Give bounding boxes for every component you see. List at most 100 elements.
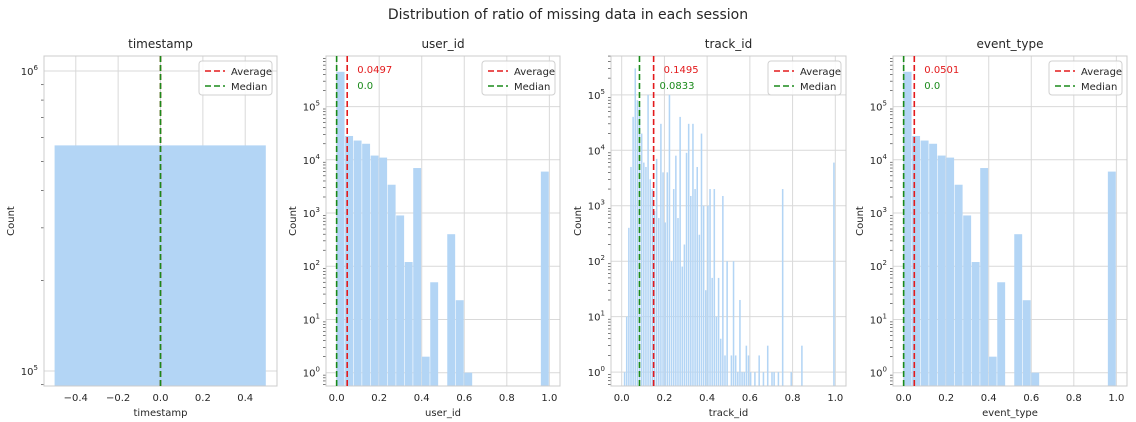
histogram-bar	[630, 166, 632, 386]
histogram-bar	[734, 355, 737, 386]
histogram-bar	[758, 355, 760, 386]
histogram-bar	[1031, 372, 1040, 386]
x-tick-label: 0.0	[896, 393, 912, 404]
histogram-bar	[660, 123, 662, 387]
histogram-bar	[681, 266, 684, 386]
histogram-bar	[692, 123, 694, 387]
y-tick-label: 105	[588, 88, 605, 102]
legend-average-label: Average	[514, 67, 555, 78]
histogram-bar	[649, 179, 651, 386]
y-axis-label: Count	[6, 206, 17, 236]
histogram-bar	[711, 277, 713, 386]
x-tick-label: 0.0	[153, 393, 169, 404]
histogram-bar	[677, 218, 679, 386]
legend-median-label: Median	[231, 82, 267, 93]
histogram-bar	[954, 184, 963, 386]
y-tick-label: 100	[870, 366, 887, 380]
histogram-bar	[724, 355, 726, 386]
subplot-title: track_id	[705, 37, 753, 51]
y-tick-label: 103	[588, 199, 605, 213]
histogram-bar	[754, 372, 756, 386]
x-tick-label: 0.8	[1066, 393, 1082, 404]
x-tick-label: −0.4	[64, 393, 88, 404]
histogram-bar	[771, 372, 773, 386]
median-value-label: 0.0833	[659, 81, 694, 92]
histogram-bar	[404, 262, 413, 386]
subplot-title: timestamp	[128, 37, 193, 51]
histogram-bar	[658, 218, 660, 386]
histogram-bar	[645, 166, 647, 386]
y-tick-label: 101	[588, 310, 605, 324]
x-tick-label: 0.4	[414, 393, 430, 404]
figure-title: Distribution of ratio of missing data in…	[388, 7, 748, 23]
x-tick-label: 0.4	[699, 393, 715, 404]
histogram-bar	[664, 222, 666, 386]
x-axis-label: track_id	[709, 408, 749, 419]
histogram-bar	[430, 282, 439, 386]
histogram-bar	[749, 372, 752, 386]
histogram-bar	[675, 155, 677, 386]
histogram-bar	[653, 211, 656, 386]
histogram-bar	[929, 143, 938, 386]
x-tick-label: 1.0	[1108, 393, 1124, 404]
histogram-bar	[464, 372, 473, 386]
histogram-bar	[643, 162, 645, 386]
histogram-bar	[651, 189, 654, 386]
histogram-bar	[1107, 171, 1116, 386]
x-tick-label: 0.8	[499, 393, 515, 404]
histogram-bar	[730, 355, 733, 386]
histogram-bar	[696, 166, 698, 386]
y-tick-label: 105	[303, 100, 320, 114]
average-value-label: 0.0497	[357, 65, 392, 76]
histogram-bar	[903, 71, 912, 386]
x-tick-label: 0.2	[371, 393, 387, 404]
histogram-bar	[732, 261, 735, 386]
x-tick-label: 1.0	[541, 393, 557, 404]
y-tick-label: 102	[870, 259, 887, 273]
histogram-bar	[623, 372, 626, 386]
histogram-bar	[737, 372, 739, 386]
histogram-bar	[353, 140, 362, 386]
histogram-bar	[679, 116, 681, 386]
legend-average-label: Average	[1081, 67, 1122, 78]
average-value-label: 0.0501	[924, 65, 959, 76]
histogram-bar	[666, 172, 669, 386]
subplot-title: event_type	[977, 37, 1044, 51]
y-tick-label: 100	[303, 366, 320, 380]
y-tick-label: 105	[870, 100, 887, 114]
y-tick-label: 102	[588, 254, 605, 268]
histogram-bar	[636, 100, 639, 387]
histogram-bar	[980, 168, 989, 386]
histogram-bar	[997, 282, 1006, 386]
y-tick-label: 102	[303, 259, 320, 273]
histogram-bar	[705, 290, 707, 386]
x-tick-label: 0.4	[237, 393, 253, 404]
x-tick-label: 0.6	[742, 393, 758, 404]
histogram-bar	[625, 316, 628, 386]
histogram-bar	[379, 157, 388, 386]
x-axis-label: user_id	[425, 408, 461, 419]
axes-frame	[892, 55, 1128, 387]
histogram-bar	[655, 158, 658, 386]
histogram-bar	[719, 338, 722, 386]
panel-timestamp: −0.4 −0.2 0.0 0.2 0.4 105 106 timestamp timestam…	[6, 37, 278, 419]
legend: Average Median	[198, 60, 273, 96]
y-axis-label: Count	[573, 206, 584, 236]
legend-average-label: Average	[231, 67, 272, 78]
histogram-bar	[1022, 300, 1031, 386]
x-tick-label: 0.6	[1023, 393, 1039, 404]
legend-median-label: Median	[800, 82, 836, 93]
histogram-bar	[336, 71, 345, 386]
x-tick-label: 0.0	[614, 393, 630, 404]
histogram-bar	[700, 133, 703, 386]
y-tick-label: 104	[588, 143, 606, 157]
x-tick-label: 0.4	[981, 393, 997, 404]
legend: Average Median	[767, 60, 842, 96]
histogram-bar	[1014, 234, 1023, 386]
histogram-bar	[687, 123, 690, 387]
panel-user-id: 0.0497 0.0 0.0 0.2 0.4 0.6 0.8 1.0 100 101 102 103 1…	[288, 37, 561, 419]
legend-median-label: Median	[1081, 82, 1117, 93]
histogram-bar	[713, 189, 716, 386]
legend-median-label: Median	[514, 82, 550, 93]
y-axis-label: Count	[288, 206, 299, 236]
